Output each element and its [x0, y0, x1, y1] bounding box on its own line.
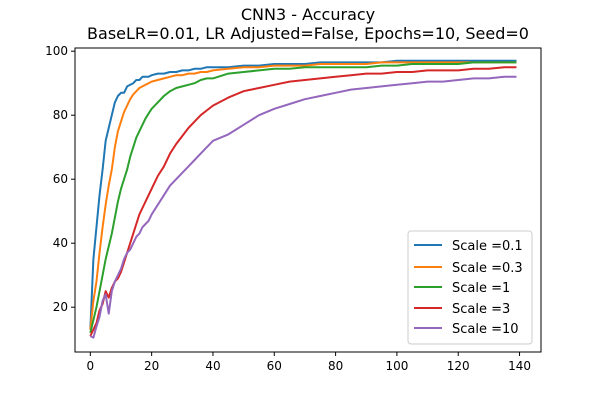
legend-label-0: Scale =0.1: [452, 239, 523, 254]
x-tick-label-5: 100: [385, 359, 408, 373]
y-tick-label-2: 60: [53, 172, 68, 186]
legend-box: [407, 230, 533, 345]
y-tick-label-1: 40: [53, 236, 68, 250]
y-tick-label-3: 80: [53, 108, 68, 122]
chart-title: CNN3 - Accuracy: [241, 5, 375, 24]
series-line-1: [89, 61, 517, 330]
legend: Scale =0.1 Scale =0.3 Scale =1 Scale =3 …: [407, 230, 533, 345]
x-tick-label-7: 140: [508, 359, 531, 373]
plot-frame: [74, 47, 542, 353]
series-line-2: [89, 61, 517, 334]
x-tick-label-3: 60: [267, 359, 282, 373]
legend-label-3: Scale =3: [452, 302, 510, 317]
legend-label-2: Scale =1: [452, 281, 510, 296]
x-tick-label-0: 0: [87, 359, 95, 373]
x-tick-label-6: 120: [447, 359, 470, 373]
y-tick-label-4: 100: [45, 44, 68, 58]
y-tick-label-0: 20: [53, 300, 68, 314]
series-layer: [89, 59, 517, 339]
x-tick-label-2: 40: [205, 359, 220, 373]
x-tick-label-4: 80: [328, 359, 343, 373]
x-tick-label-1: 20: [144, 359, 159, 373]
chart-subtitle: BaseLR=0.01, LR Adjusted=False, Epochs=1…: [87, 24, 529, 43]
y-axis: 20 40 60 80 100: [45, 44, 75, 314]
legend-label-1: Scale =0.3: [452, 261, 523, 276]
series-line-4: [89, 75, 517, 339]
series-line-0: [89, 59, 517, 330]
x-axis: 0 20 40 60 80 100 120 140: [87, 352, 531, 373]
legend-label-4: Scale =10: [452, 322, 519, 337]
